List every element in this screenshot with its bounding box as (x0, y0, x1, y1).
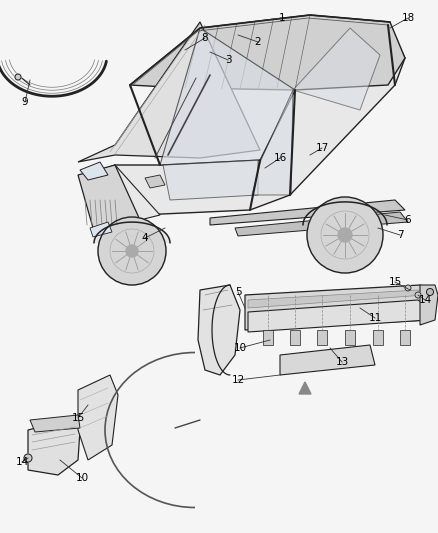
Circle shape (415, 292, 421, 298)
Circle shape (405, 285, 411, 291)
Polygon shape (280, 345, 375, 375)
Circle shape (15, 74, 21, 80)
Polygon shape (198, 285, 240, 375)
Polygon shape (245, 285, 428, 330)
Circle shape (307, 197, 383, 273)
Polygon shape (420, 285, 438, 325)
Text: 15: 15 (389, 277, 402, 287)
Polygon shape (78, 375, 118, 460)
Polygon shape (290, 330, 300, 345)
Text: 14: 14 (418, 295, 431, 305)
Polygon shape (130, 15, 405, 90)
Text: 17: 17 (315, 143, 328, 153)
Text: 10: 10 (233, 343, 247, 353)
Polygon shape (400, 330, 410, 345)
Polygon shape (317, 330, 327, 345)
Text: 9: 9 (22, 97, 28, 107)
Polygon shape (210, 200, 405, 225)
Polygon shape (80, 162, 108, 180)
Circle shape (98, 217, 166, 285)
Polygon shape (235, 212, 408, 236)
Polygon shape (248, 300, 428, 332)
Polygon shape (160, 28, 295, 165)
Text: 12: 12 (231, 375, 245, 385)
Polygon shape (90, 165, 160, 220)
Text: 1: 1 (279, 13, 285, 23)
Text: 7: 7 (397, 230, 403, 240)
Text: 16: 16 (273, 153, 286, 163)
Text: 3: 3 (225, 55, 231, 65)
Polygon shape (263, 330, 273, 345)
Text: 13: 13 (336, 357, 349, 367)
Text: 11: 11 (368, 313, 381, 323)
Text: 2: 2 (254, 37, 261, 47)
Circle shape (24, 454, 32, 462)
Text: 6: 6 (405, 215, 411, 225)
Polygon shape (293, 28, 380, 110)
Polygon shape (78, 22, 260, 162)
Polygon shape (299, 382, 311, 394)
Text: 15: 15 (71, 413, 85, 423)
Polygon shape (145, 175, 165, 188)
Polygon shape (90, 222, 112, 237)
Circle shape (338, 228, 352, 242)
Polygon shape (30, 415, 80, 432)
Polygon shape (252, 90, 293, 195)
Text: 18: 18 (401, 13, 415, 23)
Text: 14: 14 (15, 457, 28, 467)
Polygon shape (373, 330, 383, 345)
Polygon shape (94, 222, 170, 243)
Polygon shape (90, 25, 405, 215)
Text: 8: 8 (201, 33, 208, 43)
Polygon shape (28, 418, 80, 475)
Polygon shape (248, 290, 425, 308)
Circle shape (126, 245, 138, 257)
Text: 10: 10 (75, 473, 88, 483)
Polygon shape (163, 160, 258, 200)
Text: 4: 4 (141, 233, 148, 243)
Text: 5: 5 (235, 287, 241, 297)
Polygon shape (345, 330, 355, 345)
Circle shape (427, 288, 434, 295)
Polygon shape (78, 165, 140, 240)
